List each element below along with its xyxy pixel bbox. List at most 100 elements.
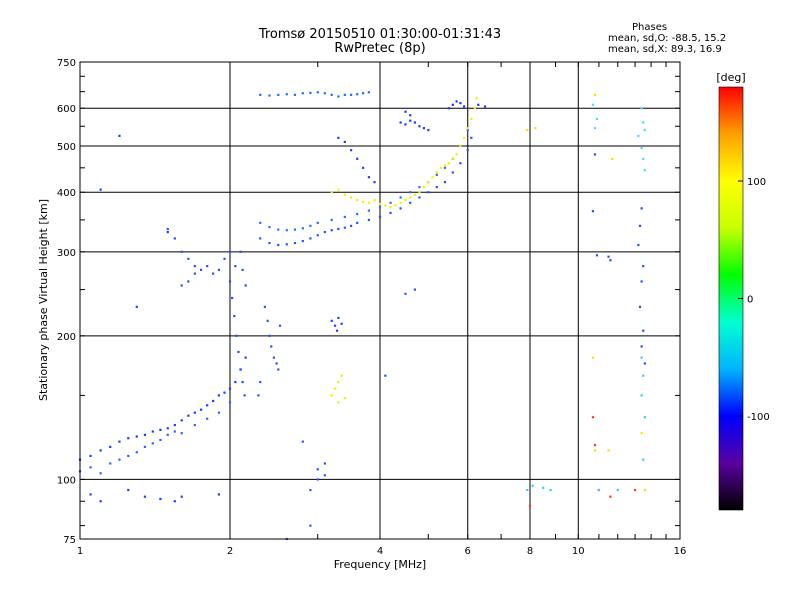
data-point: [463, 136, 466, 139]
data-point: [389, 206, 392, 209]
data-point: [447, 162, 451, 165]
x-tick-label: 8: [527, 546, 533, 557]
data-point: [301, 239, 304, 243]
data-point: [443, 181, 447, 184]
colorbar-tick-label: -100: [747, 412, 770, 423]
data-point: [166, 227, 169, 231]
data-point: [443, 166, 447, 169]
data-point: [316, 234, 319, 237]
data-point: [597, 488, 601, 492]
data-point: [330, 229, 333, 232]
data-point: [451, 103, 454, 106]
data-point: [135, 435, 138, 438]
data-point: [591, 356, 595, 359]
data-point: [459, 102, 462, 105]
data-point: [409, 196, 412, 199]
data-point: [356, 157, 359, 160]
data-point: [643, 362, 646, 365]
data-point: [272, 356, 276, 359]
data-point: [241, 380, 244, 384]
data-point: [389, 211, 392, 215]
data-point: [241, 268, 244, 271]
data-point: [151, 430, 154, 433]
data-point: [595, 254, 599, 257]
data-point: [549, 488, 552, 492]
y-tick-label: 75: [63, 535, 76, 546]
data-point: [367, 176, 370, 179]
data-point: [217, 411, 220, 414]
data-point: [477, 103, 480, 106]
data-point: [285, 229, 288, 232]
data-point: [118, 458, 121, 461]
chart-subtitle: RwPretec (8p): [334, 41, 426, 56]
data-point: [399, 121, 402, 124]
data-point: [223, 391, 226, 394]
data-point: [337, 380, 340, 384]
data-point: [637, 243, 640, 247]
data-point: [643, 128, 646, 132]
x-tick-label: 2: [227, 546, 233, 557]
y-tick-label: 200: [57, 332, 76, 343]
data-point: [418, 125, 421, 128]
data-point: [228, 401, 232, 404]
data-point: [418, 196, 421, 199]
data-point: [151, 442, 154, 445]
data-point: [633, 488, 637, 492]
colorbar-ticks: 100 0 -100: [738, 177, 770, 423]
data-point: [270, 345, 273, 348]
data-point: [447, 107, 451, 110]
data-point: [526, 128, 529, 132]
data-point: [642, 157, 645, 160]
data-point: [439, 166, 442, 169]
data-point: [277, 243, 280, 247]
data-point: [343, 215, 346, 219]
data-point: [237, 350, 240, 354]
data-point: [343, 193, 346, 196]
y-tick-label: 750: [57, 58, 76, 69]
data-point: [217, 394, 220, 397]
data-point: [642, 121, 645, 124]
data-point: [301, 440, 304, 443]
data-point: [309, 488, 312, 492]
data-point: [323, 474, 326, 477]
data-point: [640, 394, 643, 397]
y-tick-label: 600: [57, 104, 76, 115]
data-point: [293, 93, 297, 96]
data-point: [278, 324, 282, 327]
data-point: [187, 414, 190, 417]
data-point: [173, 430, 176, 433]
data-point: [343, 140, 346, 143]
data-point: [640, 432, 643, 435]
data-point: [638, 224, 642, 227]
data-point: [180, 432, 183, 435]
data-point: [475, 97, 478, 100]
data-point: [427, 181, 430, 184]
data-point: [109, 462, 112, 465]
data-point: [173, 423, 176, 427]
data-point: [268, 94, 271, 97]
data-point: [340, 322, 343, 325]
data-point: [413, 193, 416, 196]
data-point: [337, 401, 340, 404]
colorbar-tick-label: 0: [747, 295, 753, 306]
data-point: [409, 201, 412, 204]
data-point: [200, 408, 203, 411]
data-point: [159, 497, 162, 501]
data-point: [409, 191, 412, 194]
data-point: [301, 92, 304, 95]
data-point: [212, 272, 215, 275]
data-point: [180, 419, 183, 422]
data-point: [335, 329, 339, 332]
data-point: [231, 296, 234, 300]
data-point: [611, 157, 614, 160]
chart-title: Tromsø 20150510 01:30:00-01:31:43: [258, 27, 502, 42]
x-tick-label: 10: [572, 546, 585, 557]
data-point: [277, 228, 280, 231]
data-point: [239, 250, 242, 253]
data-point: [217, 493, 220, 496]
data-point: [404, 123, 407, 126]
data-point: [212, 399, 215, 403]
data-point: [350, 149, 353, 152]
data-point: [228, 280, 232, 283]
data-point: [268, 241, 271, 245]
